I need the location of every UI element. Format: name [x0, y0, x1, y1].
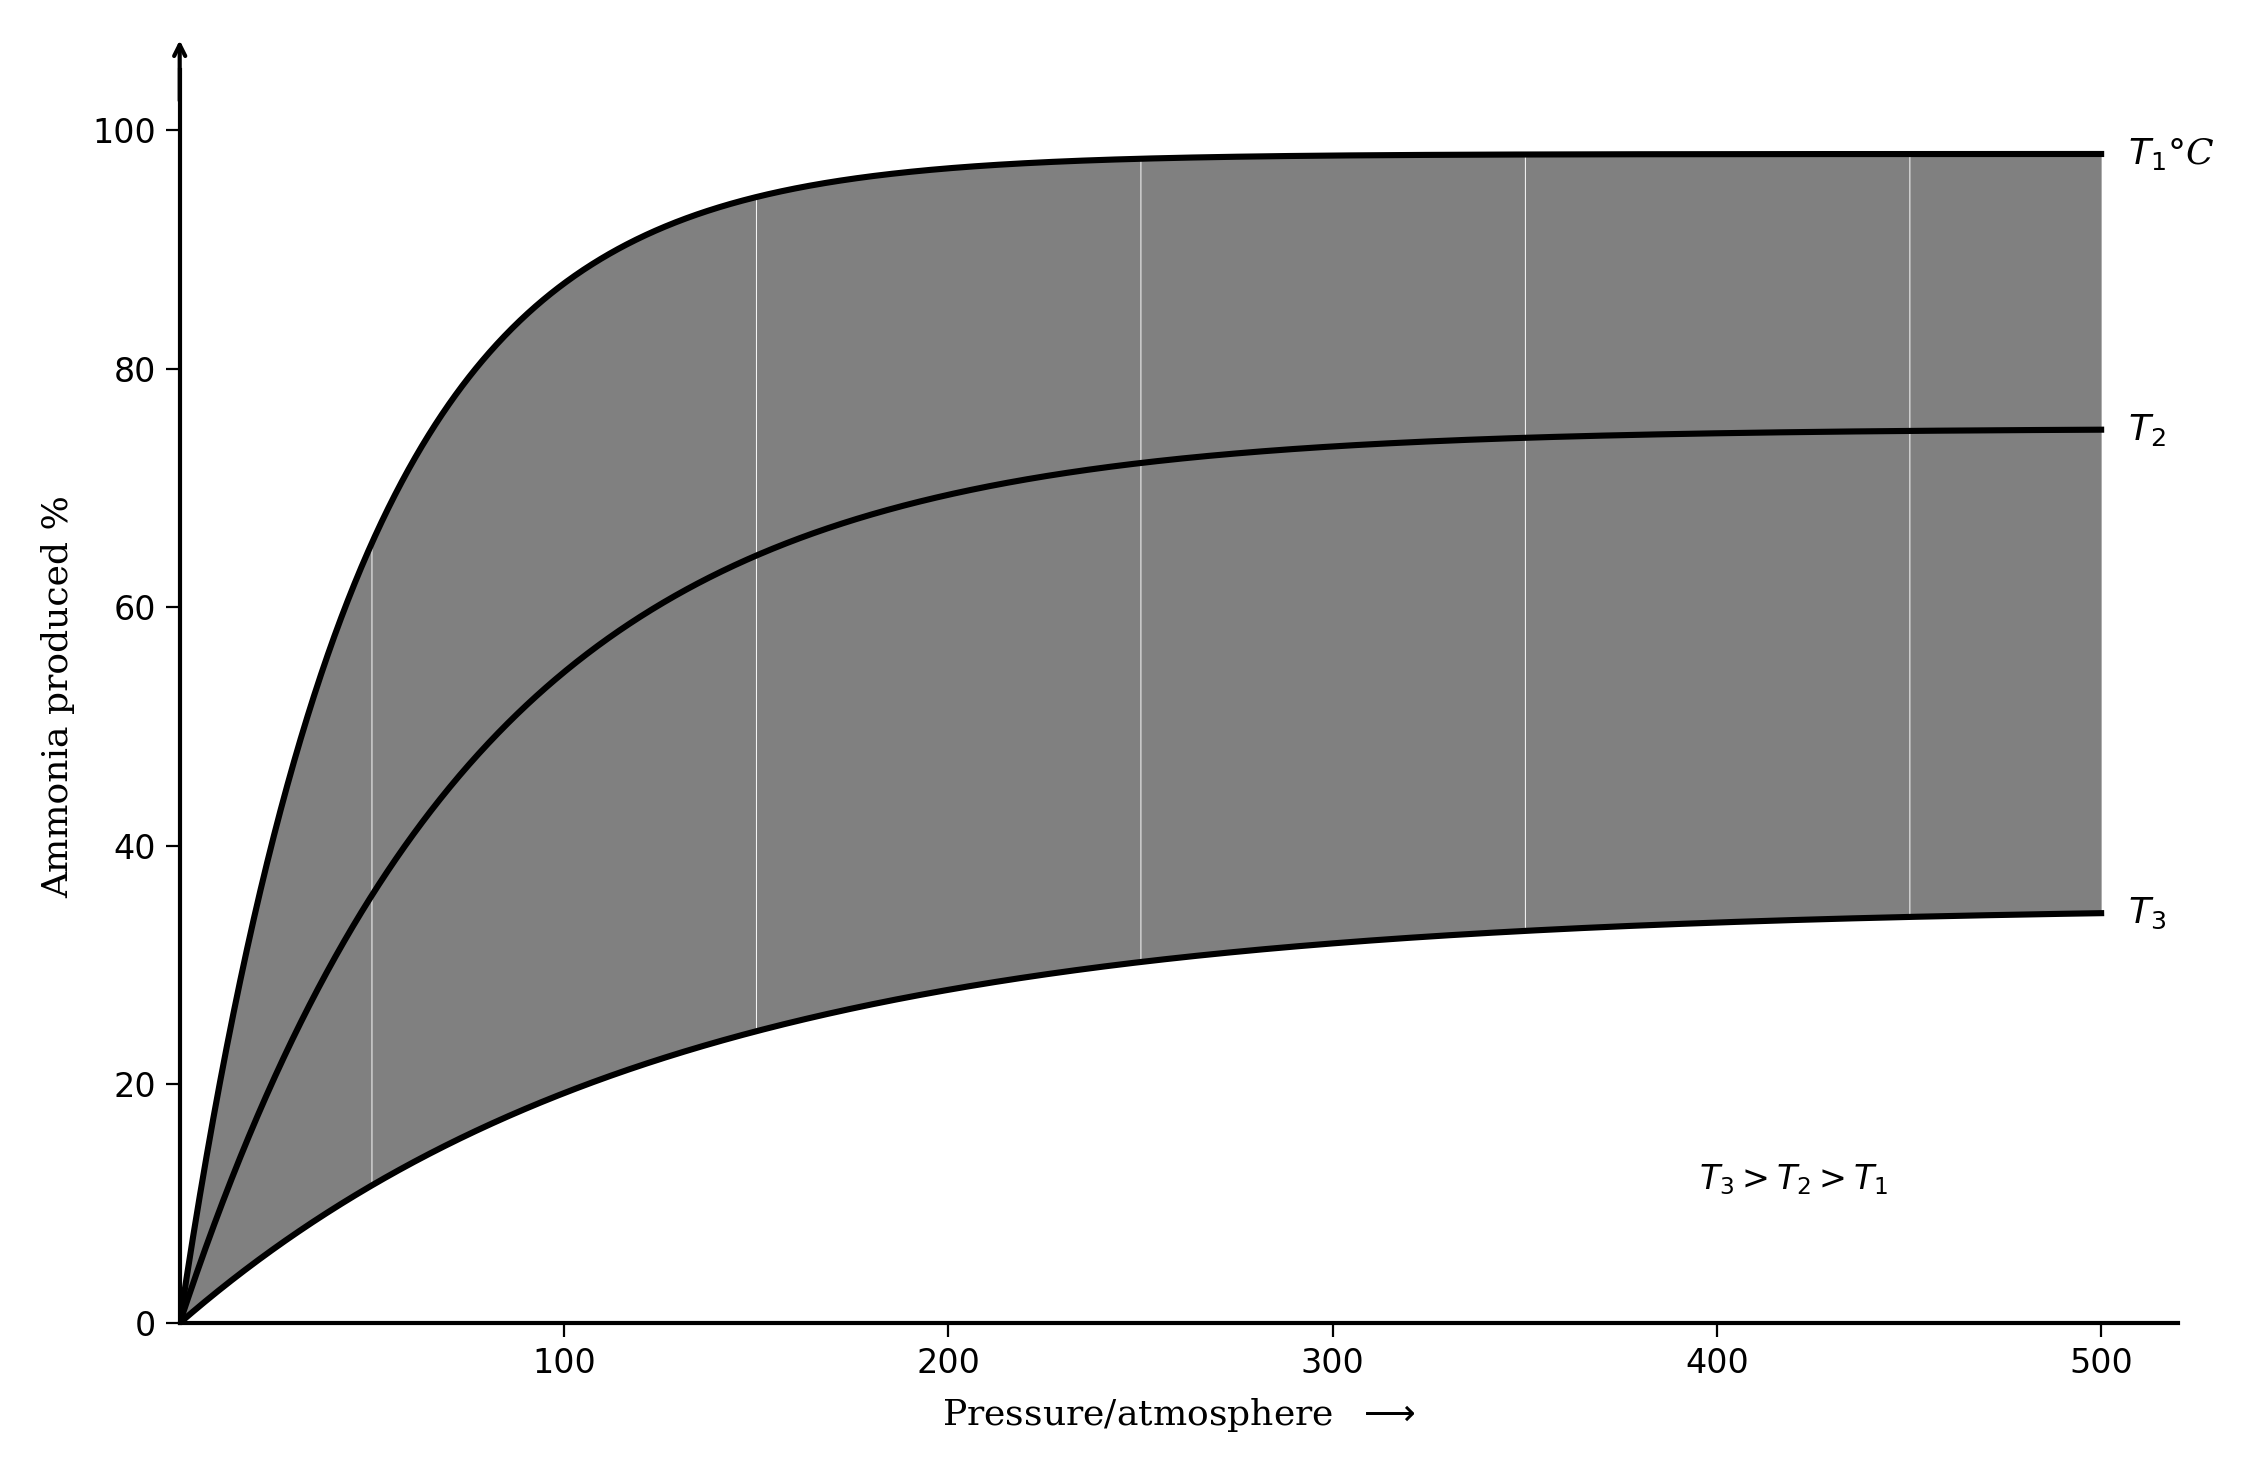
Text: $T_3 > T_2 > T_1$: $T_3 > T_2 > T_1$ [1699, 1163, 1889, 1197]
Text: $T_3$: $T_3$ [2129, 896, 2167, 931]
Text: $T_1$°C: $T_1$°C [2129, 136, 2214, 173]
X-axis label: Pressure/atmosphere  $\longrightarrow$: Pressure/atmosphere $\longrightarrow$ [943, 1396, 1416, 1435]
Text: $T_2$: $T_2$ [2129, 412, 2165, 447]
Y-axis label: Ammonia produced %: Ammonia produced % [41, 496, 75, 899]
